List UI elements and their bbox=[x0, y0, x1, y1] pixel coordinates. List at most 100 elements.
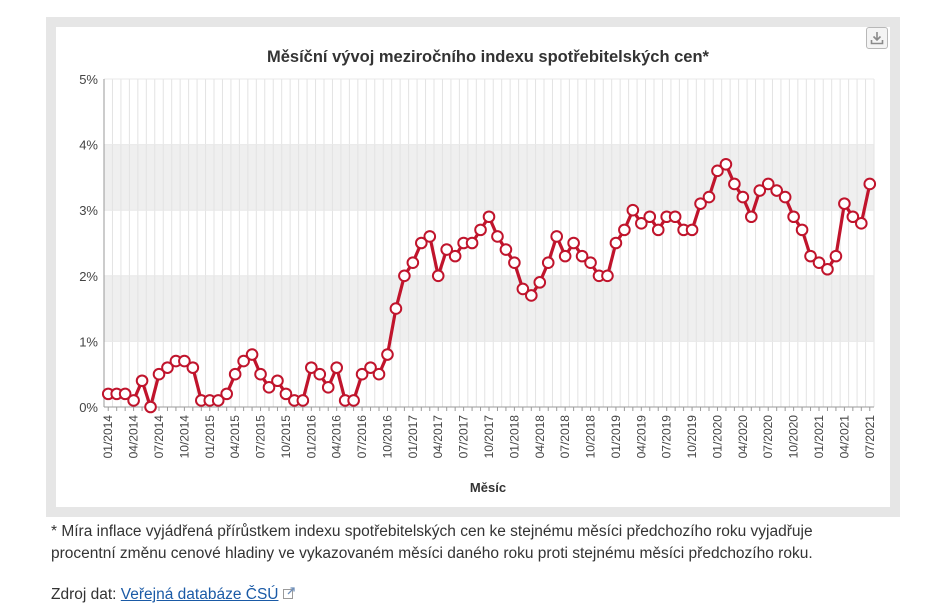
data-point bbox=[118, 387, 132, 401]
x-tick-label: 10/2019 bbox=[685, 415, 699, 459]
data-source: Zdroj dat: Veřejná databáze ČSÚ bbox=[51, 586, 296, 604]
x-tick-label: 04/2017 bbox=[431, 415, 445, 459]
data-point bbox=[271, 374, 284, 388]
data-point bbox=[761, 177, 775, 191]
x-tick-label: 07/2021 bbox=[863, 415, 877, 459]
data-point bbox=[144, 400, 157, 414]
source-label: Zdroj dat: bbox=[51, 586, 117, 604]
plot-band bbox=[104, 275, 874, 342]
data-point bbox=[508, 256, 521, 269]
data-point bbox=[127, 394, 140, 407]
data-point bbox=[161, 361, 174, 374]
chart-panel bbox=[56, 27, 890, 507]
data-point bbox=[626, 203, 640, 217]
data-point bbox=[863, 177, 877, 191]
y-tick-label: 1% bbox=[79, 334, 98, 349]
data-point bbox=[237, 354, 250, 368]
data-point bbox=[499, 243, 513, 256]
data-point bbox=[668, 210, 682, 224]
data-point bbox=[711, 164, 724, 178]
data-point bbox=[220, 387, 233, 401]
data-point bbox=[651, 223, 665, 237]
x-tick-label: 04/2015 bbox=[228, 415, 242, 459]
data-point bbox=[618, 223, 631, 237]
x-tick-label: 01/2018 bbox=[507, 415, 521, 459]
data-point bbox=[719, 157, 733, 171]
data-point bbox=[787, 210, 800, 224]
y-tick-label: 3% bbox=[79, 203, 98, 218]
data-point bbox=[211, 394, 225, 407]
inflation-line-chart: 0% 1% 2% 3% 4% 5% 01/2014 04/2014 07/2014 10/2014… bbox=[79, 48, 877, 495]
x-tick-label: 04/2020 bbox=[736, 415, 750, 459]
y-tick-label: 2% bbox=[79, 269, 98, 284]
x-tick-label: 01/2020 bbox=[710, 415, 724, 459]
data-point bbox=[482, 210, 496, 224]
x-tick-label: 07/2016 bbox=[355, 415, 369, 459]
data-point bbox=[491, 230, 504, 243]
data-point bbox=[389, 302, 403, 315]
data-point bbox=[558, 249, 572, 263]
data-point bbox=[575, 249, 589, 263]
data-point bbox=[855, 217, 868, 230]
data-point bbox=[355, 367, 369, 381]
x-tick-label: 04/2018 bbox=[533, 415, 547, 459]
x-tick-label: 10/2014 bbox=[177, 415, 191, 459]
x-tick-label: 10/2017 bbox=[482, 415, 496, 459]
data-point bbox=[533, 276, 547, 289]
data-point bbox=[736, 190, 750, 204]
data-point bbox=[372, 367, 386, 381]
data-point bbox=[254, 367, 267, 381]
data-point bbox=[415, 236, 428, 250]
chart-title: Měsíční vývoj meziročního indexu spotřeb… bbox=[267, 48, 710, 66]
data-point bbox=[431, 269, 445, 283]
x-tick-label: 10/2015 bbox=[279, 415, 293, 459]
data-point bbox=[838, 197, 851, 210]
data-point bbox=[601, 269, 614, 283]
x-tick-label: 10/2018 bbox=[584, 415, 598, 459]
data-point bbox=[448, 249, 462, 263]
x-tick-label: 07/2020 bbox=[761, 415, 775, 459]
data-point bbox=[398, 269, 411, 283]
source-link[interactable]: Veřejná databáze ČSÚ bbox=[120, 586, 279, 604]
data-point bbox=[381, 348, 394, 361]
data-point bbox=[305, 361, 318, 374]
x-tick-label: 04/2021 bbox=[837, 415, 851, 459]
data-point bbox=[321, 381, 335, 394]
chart-footnote: * Míra inflace vyjádřená přírůstkem inde… bbox=[51, 523, 813, 562]
data-point bbox=[541, 256, 555, 269]
data-point bbox=[702, 190, 716, 204]
data-point bbox=[728, 177, 741, 191]
data-point bbox=[685, 223, 699, 237]
data-point bbox=[745, 210, 758, 224]
data-point bbox=[694, 197, 707, 210]
download-button[interactable] bbox=[866, 27, 888, 49]
x-tick-label: 04/2016 bbox=[330, 415, 344, 459]
x-tick-label: 01/2021 bbox=[812, 415, 826, 459]
data-point bbox=[753, 184, 767, 197]
x-tick-label: 10/2016 bbox=[380, 415, 394, 459]
data-point bbox=[262, 381, 276, 394]
data-point bbox=[296, 394, 310, 407]
data-point bbox=[406, 256, 420, 269]
x-tick-label: 07/2019 bbox=[660, 415, 674, 459]
x-tick-label: 01/2016 bbox=[304, 415, 318, 459]
data-point bbox=[846, 210, 860, 224]
data-point bbox=[347, 394, 360, 407]
data-point bbox=[770, 184, 783, 197]
plot-band bbox=[104, 144, 874, 211]
y-tick-label: 4% bbox=[79, 138, 98, 153]
y-tick-label: 0% bbox=[79, 400, 98, 415]
data-point bbox=[474, 223, 487, 237]
data-point bbox=[186, 361, 200, 374]
data-point bbox=[423, 230, 437, 243]
data-point bbox=[635, 217, 648, 230]
data-point bbox=[279, 387, 293, 401]
x-tick-label: 07/2018 bbox=[558, 415, 572, 459]
data-point bbox=[795, 223, 809, 237]
data-point bbox=[609, 236, 623, 250]
data-point bbox=[821, 262, 834, 276]
x-tick-label: 04/2014 bbox=[127, 415, 141, 459]
data-point bbox=[364, 361, 377, 374]
y-tick-label: 5% bbox=[79, 72, 98, 87]
x-tick-label: 07/2014 bbox=[152, 415, 166, 459]
